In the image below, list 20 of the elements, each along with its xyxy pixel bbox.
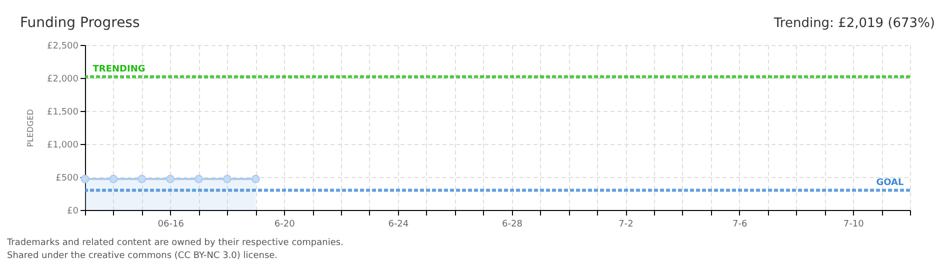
x-tick-label: 6-28: [502, 220, 523, 230]
y-tick-label: £1,500: [47, 108, 79, 118]
y-tick-label: £2,500: [47, 42, 79, 52]
chart-title: Funding Progress: [20, 15, 140, 31]
text: Trending: £2,019 (673%): [772, 16, 935, 31]
x-tick-label: 7-10: [843, 220, 864, 230]
y-tick-label: £1,000: [47, 140, 79, 150]
text: Shared under the creative commons (CC BY-NC 3.0) license.: [7, 251, 278, 261]
y-tick-label: £2,000: [47, 74, 79, 84]
x-tick-label: 6-24: [388, 220, 409, 230]
text: Trademarks and related content are owned by their respective companies.: [6, 238, 344, 248]
x-tick-label: 06-16: [158, 220, 184, 230]
y-tick-label: £0: [67, 206, 79, 216]
y-tick-label: £500: [56, 174, 79, 184]
ref-line-label: TRENDING: [92, 64, 146, 75]
x-tick-label: 7-2: [618, 220, 634, 230]
ref-line-label: GOAL: [876, 178, 904, 188]
x-tick-label: 7-6: [732, 220, 748, 230]
y-axis-title: PLEDGED: [26, 109, 36, 147]
x-tick-label: 6-20: [274, 220, 296, 230]
